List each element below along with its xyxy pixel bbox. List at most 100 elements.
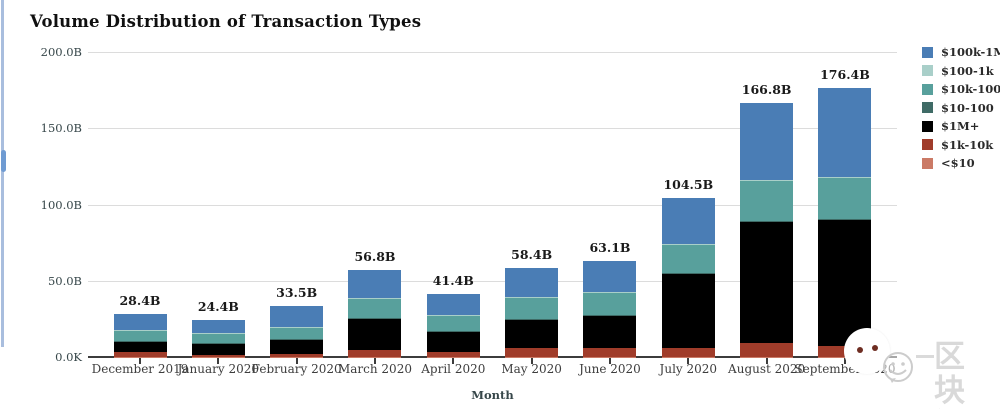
left-scrollbar-track[interactable]: [1, 0, 6, 347]
bar-segment-$100k-1M[interactable]: [583, 260, 637, 292]
bar-total-label: 63.1B: [589, 239, 631, 255]
bar-july-2020[interactable]: 104.5B: [661, 177, 715, 357]
bar-segment-$100k-1M[interactable]: [818, 88, 872, 178]
y-tick-label: 0.0K: [55, 350, 82, 364]
bar-segment-$100-1k[interactable]: [113, 330, 167, 331]
bar-segment-$1M+[interactable]: [426, 331, 480, 353]
bar-segment-$10k-100k[interactable]: [818, 177, 872, 220]
bar-segment-$1k-10k[interactable]: [661, 347, 715, 357]
x-tick: [765, 358, 768, 364]
x-tick: [295, 358, 298, 364]
bar-segment-$10k-100k[interactable]: [113, 330, 167, 342]
bar-segment-$100-1k[interactable]: [270, 326, 324, 328]
bar-segment-$1M+[interactable]: [270, 339, 324, 354]
legend-item--10k-100k[interactable]: $10k-100k: [922, 80, 1000, 99]
legend-item--100-1k[interactable]: $100-1k: [922, 62, 1000, 81]
bar-total-label: 33.5B: [276, 284, 318, 300]
gridline: [88, 128, 897, 130]
bar-segment-$1k-10k[interactable]: [505, 347, 559, 357]
bar-segment-$10k-100k[interactable]: [740, 180, 794, 221]
legend-swatch-icon: [922, 120, 933, 132]
bar-august-2020[interactable]: 166.8B: [740, 82, 794, 357]
bar-segment-$1k-10k[interactable]: [191, 354, 245, 357]
left-scrollbar-thumb[interactable]: [1, 150, 6, 172]
bar-segment-$1k-10k[interactable]: [426, 352, 480, 357]
bar-december-2019[interactable]: 28.4B: [113, 293, 167, 357]
bar-april-2020[interactable]: 41.4B: [426, 273, 480, 357]
x-tick-label: June 2020: [579, 362, 641, 376]
gridline: [88, 204, 897, 206]
bar-september-2020[interactable]: 176.4B: [818, 67, 872, 357]
bar-segment-$10k-100k[interactable]: [583, 292, 637, 316]
bar-segment-$1M+[interactable]: [661, 273, 715, 348]
bar-segment-$100-1k[interactable]: [191, 333, 245, 334]
bar-segment-$100k-1M[interactable]: [426, 293, 480, 316]
watermark-dash: [916, 355, 934, 358]
legend-item--100k-1m[interactable]: $100k-1M: [922, 43, 1000, 62]
y-tick-label: 200.0B: [40, 45, 82, 59]
bar-segment-$100-1k[interactable]: [583, 291, 637, 293]
bar-segment-$100k-1M[interactable]: [191, 319, 245, 334]
bar-segment-$10k-100k[interactable]: [426, 315, 480, 332]
chart-title: Volume Distribution of Transaction Types: [30, 12, 422, 31]
bar-segment-$10k-100k[interactable]: [661, 244, 715, 273]
x-tick-label: July 2020: [659, 362, 718, 376]
bar-june-2020[interactable]: 63.1B: [583, 240, 637, 357]
bar-segment-$100k-1M[interactable]: [740, 102, 794, 180]
gridline: [88, 280, 897, 282]
bar-segment-$1k-10k[interactable]: [818, 346, 872, 357]
legend-item--1k-10k[interactable]: $1k-10k: [922, 136, 1000, 155]
bar-segment-$100k-1M[interactable]: [661, 197, 715, 245]
bar-segment-$100-1k[interactable]: [348, 298, 402, 300]
legend-swatch-icon: [922, 46, 933, 58]
legend-label: $100k-1M: [941, 45, 1000, 60]
bar-total-label: 41.4B: [432, 272, 474, 288]
x-tick-label: February 2020: [251, 362, 342, 376]
x-tick-label: September 2020: [794, 362, 896, 376]
bar-segment-$1M+[interactable]: [348, 318, 402, 350]
bar-segment-$1k-10k[interactable]: [113, 352, 167, 357]
legend-item--1m-[interactable]: $1M+: [922, 117, 1000, 136]
x-tick: [217, 358, 220, 364]
bar-segment-$1M+[interactable]: [113, 341, 167, 353]
x-tick: [687, 358, 690, 364]
bar-segment-$100-1k[interactable]: [505, 296, 559, 298]
bar-segment-$1M+[interactable]: [818, 219, 872, 347]
legend-swatch-icon: [922, 65, 933, 77]
x-tick-label: April 2020: [421, 362, 486, 376]
bar-segment-$100-1k[interactable]: [740, 179, 794, 181]
bar-segment-$100-1k[interactable]: [818, 177, 872, 178]
legend: $100k-1M $100-1k $10k-100k $10-100 $1M+ $1k-1…: [922, 43, 1000, 173]
bar-segment-$100k-1M[interactable]: [505, 267, 559, 297]
x-tick: [373, 358, 376, 364]
bar-segment-$1k-10k[interactable]: [740, 343, 794, 357]
bar-total-label: 104.5B: [663, 176, 714, 192]
bar-segment-$100k-1M[interactable]: [270, 305, 324, 327]
bar-segment-$100-1k[interactable]: [426, 315, 480, 316]
x-tick: [530, 358, 533, 364]
legend-item--10[interactable]: <$10: [922, 154, 1000, 173]
bar-segment-$1k-10k[interactable]: [270, 353, 324, 357]
bar-segment-$1k-10k[interactable]: [348, 350, 402, 357]
bar-segment-$1M+[interactable]: [583, 315, 637, 349]
bar-february-2020[interactable]: 33.5B: [270, 285, 324, 357]
bar-segment-$1k-10k[interactable]: [583, 348, 637, 357]
bar-segment-$100k-1M[interactable]: [348, 270, 402, 299]
bar-segment-$10k-100k[interactable]: [505, 297, 559, 320]
legend-swatch-icon: [922, 157, 933, 169]
bar-march-2020[interactable]: 56.8B: [348, 249, 402, 357]
bar-segment-$1M+[interactable]: [191, 343, 245, 355]
bar-segment-$1M+[interactable]: [740, 221, 794, 344]
bar-segment-$10k-100k[interactable]: [348, 299, 402, 318]
x-tick-label: December 2019: [91, 362, 189, 376]
y-tick-label: 100.0B: [40, 197, 82, 212]
bar-may-2020[interactable]: 58.4B: [505, 247, 559, 357]
x-tick-label: August 2020: [728, 362, 806, 376]
bar-segment-$100k-1M[interactable]: [113, 313, 167, 331]
bar-january-2020[interactable]: 24.4B: [191, 299, 245, 357]
bar-segment-$100-1k[interactable]: [661, 244, 715, 245]
bar-segment-$1M+[interactable]: [505, 319, 559, 348]
bar-segment-$10k-100k[interactable]: [191, 333, 245, 344]
bar-segment-$10k-100k[interactable]: [270, 327, 324, 340]
legend-item--10-100[interactable]: $10-100: [922, 99, 1000, 118]
